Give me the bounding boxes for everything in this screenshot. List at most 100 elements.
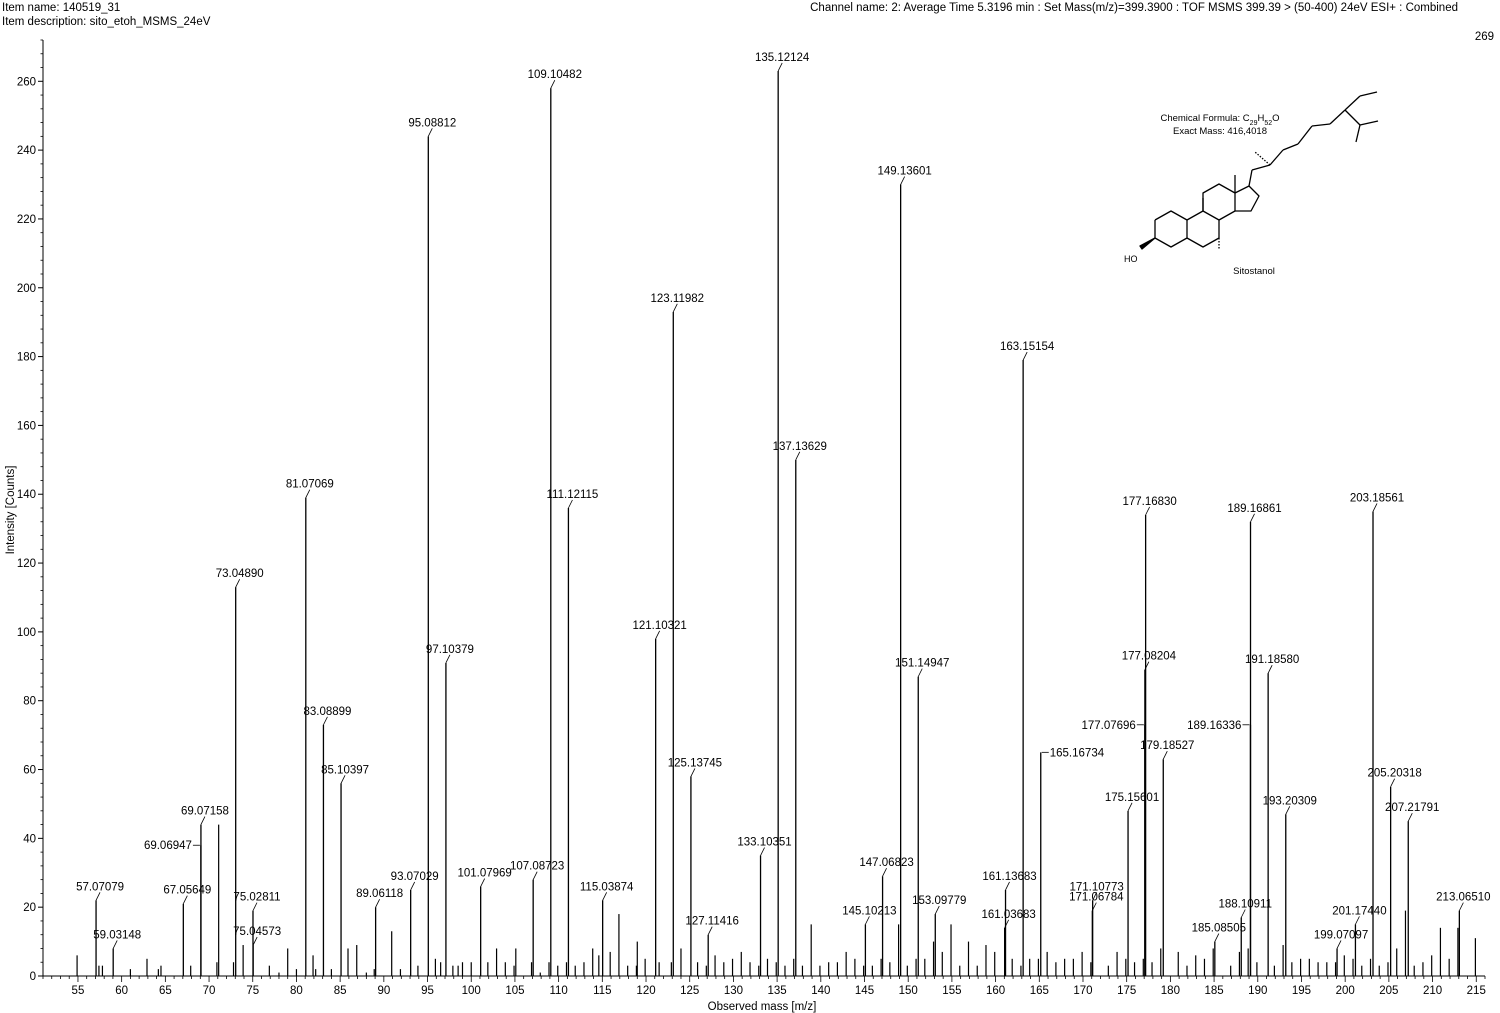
peak-leader (112, 940, 118, 949)
peak-leader (1267, 664, 1273, 674)
peak-leader (1162, 751, 1168, 760)
peak-leader (1091, 902, 1097, 911)
x-tick-label: 190 (1248, 985, 1267, 997)
peak-label: 175.15601 (1105, 792, 1159, 804)
peak-label: 111.12115 (547, 489, 599, 501)
peak-label: 149.13601 (877, 166, 931, 178)
x-axis-label: Observed mass [m/z] (708, 1001, 817, 1013)
x-tick-label: 210 (1423, 985, 1442, 997)
peak-label: 107.08723 (510, 861, 564, 873)
peak-leader (760, 847, 765, 856)
compound-name: Sitostanol (1233, 266, 1275, 277)
peak-label: 161.03683 (981, 909, 1035, 921)
peak-label: 69.07158 (181, 806, 229, 818)
x-tick-label: 115 (593, 985, 611, 997)
peak-leader (532, 871, 538, 880)
peak-label: 213.06510 (1436, 892, 1490, 904)
y-tick-label: 220 (17, 214, 36, 226)
y-tick-label: 180 (17, 352, 36, 364)
x-tick-label: 110 (549, 985, 567, 997)
peak-leader (568, 499, 573, 509)
x-tick-label: 200 (1336, 985, 1355, 997)
peak-label: 121.10321 (632, 620, 686, 632)
peak-label: 145.10213 (842, 905, 896, 917)
peak-label: 81.07069 (286, 479, 334, 491)
peak-leader (340, 775, 346, 784)
peak-leader (252, 902, 258, 911)
y-tick-label: 60 (23, 765, 36, 777)
peak-leader (410, 881, 416, 891)
x-tick-label: 85 (334, 985, 347, 997)
peak-leader (934, 905, 940, 915)
peak-label: 115.03874 (580, 881, 634, 893)
y-tick-label: 0 (30, 971, 36, 983)
x-tick-label: 55 (72, 985, 85, 997)
x-tick-label: 160 (986, 985, 1005, 997)
peak-leader (917, 668, 923, 677)
peak-leader (602, 892, 608, 901)
peak-label: 177.16830 (1122, 496, 1176, 508)
peak-label: 101.07969 (457, 868, 511, 880)
peak-label: 171.06784 (1069, 892, 1124, 904)
x-tick-label: 70 (203, 985, 216, 997)
peak-label: 151.14947 (895, 658, 949, 670)
peak-label: 89.06118 (356, 888, 403, 900)
x-tick-label: 105 (505, 985, 524, 997)
peak-leader (182, 895, 188, 904)
peak-label: 109.10482 (528, 69, 582, 81)
peak-leader (1145, 506, 1150, 516)
peak-label: 125.13745 (668, 757, 722, 769)
peak-label: 85.10397 (321, 764, 369, 776)
x-tick-label: 140 (811, 985, 830, 997)
peak-label: 93.07029 (391, 871, 439, 883)
x-tick-label: 125 (680, 985, 699, 997)
peak-label: 179.18527 (1140, 740, 1194, 752)
x-tick-label: 75 (246, 985, 259, 997)
peak-leader (550, 79, 556, 89)
x-tick-label: 145 (855, 985, 874, 997)
peak-leader (795, 451, 801, 461)
peak-label: 177.08204 (1122, 651, 1177, 663)
peak-leader (1092, 892, 1098, 901)
peak-label: 188.10911 (1218, 899, 1272, 911)
peak-label: 191.18580 (1245, 654, 1299, 666)
chemical-formula: Chemical Formula: C29H52O (1160, 113, 1279, 127)
peak-leader (252, 936, 258, 946)
peak-label: 95.08812 (408, 117, 456, 129)
peak-leader (1372, 503, 1378, 512)
peak-label: 75.02811 (233, 892, 280, 904)
peak-leader (375, 898, 380, 908)
x-tick-label: 80 (290, 985, 303, 997)
item-description: Item description: sito_etoh_MSMS_24eV (2, 16, 211, 28)
max-intensity-label: 269 (1474, 31, 1494, 43)
x-tick-label: 130 (724, 985, 743, 997)
peak-leader (235, 578, 241, 588)
peak-leader (1127, 802, 1133, 812)
peak-leader (480, 878, 486, 887)
peak-leader (1458, 902, 1464, 911)
peak-label: 127.11416 (685, 916, 739, 928)
peak-leader (865, 916, 870, 925)
peak-label: 199.07097 (1314, 929, 1368, 941)
x-tick-label: 180 (1161, 985, 1180, 997)
x-tick-label: 155 (942, 985, 961, 997)
peak-leader (882, 868, 887, 877)
x-tick-label: 60 (115, 985, 128, 997)
peak-label: 203.18561 (1350, 492, 1404, 504)
peak-leader (95, 892, 101, 901)
peak-leader (1005, 881, 1010, 891)
peak-leader (305, 489, 311, 498)
ho-label: HO (1124, 254, 1138, 264)
x-tick-label: 165 (1030, 985, 1049, 997)
y-tick-label: 160 (17, 420, 36, 432)
peak-label: 123.11982 (651, 293, 705, 305)
x-tick-label: 135 (768, 985, 787, 997)
x-tick-label: 175 (1117, 985, 1136, 997)
peak-leader (690, 768, 696, 777)
peak-label: 97.10379 (426, 644, 474, 656)
y-tick-label: 140 (17, 489, 36, 501)
peak-leader (1390, 778, 1396, 787)
peak-label: 163.15154 (1000, 341, 1055, 353)
peak-label: 207.21791 (1385, 802, 1439, 814)
